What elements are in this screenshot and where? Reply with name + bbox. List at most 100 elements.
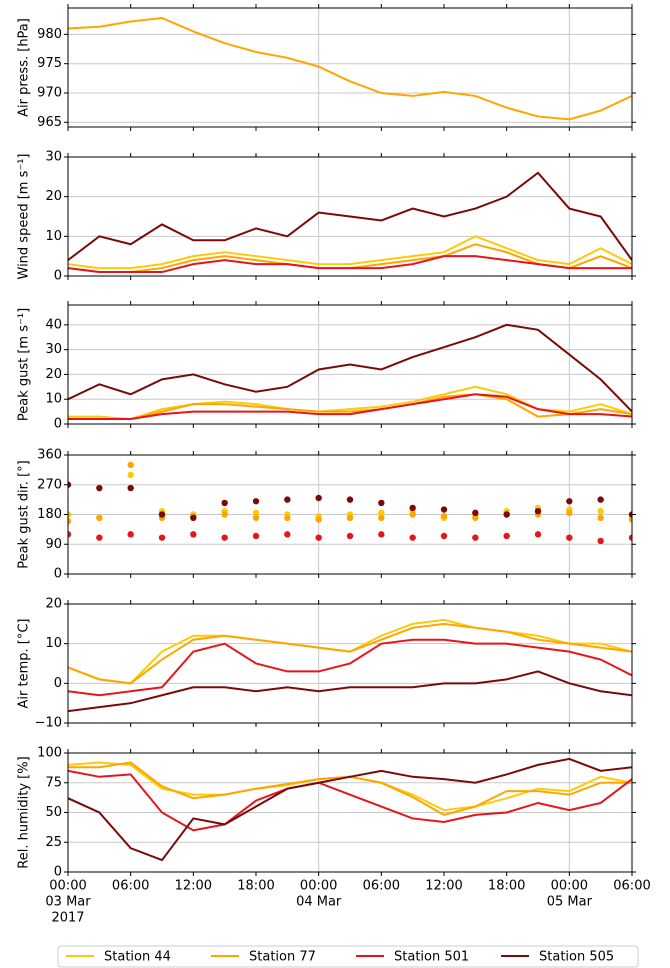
y-axis-label: Air press. [hPa] bbox=[17, 18, 32, 117]
line-series bbox=[68, 622, 632, 685]
legend-frame bbox=[57, 945, 639, 968]
point bbox=[503, 511, 510, 518]
y-tick-label: 980 bbox=[37, 27, 62, 42]
legend: Station 44 Station 77 Station 501 Station 5… bbox=[57, 945, 639, 968]
point bbox=[68, 517, 72, 525]
point bbox=[252, 498, 260, 505]
point bbox=[628, 516, 632, 523]
point bbox=[315, 516, 322, 523]
y-tick-label: 100 bbox=[37, 746, 62, 761]
plot-area bbox=[68, 323, 632, 421]
axes-frame bbox=[67, 603, 633, 724]
point bbox=[378, 499, 385, 507]
y-tick-label: 965 bbox=[37, 115, 62, 130]
point bbox=[472, 514, 479, 522]
point bbox=[628, 534, 632, 541]
point bbox=[440, 512, 448, 520]
point bbox=[378, 514, 385, 522]
point bbox=[566, 498, 573, 505]
point bbox=[96, 484, 103, 492]
y-tick-label: 20 bbox=[45, 367, 62, 382]
point bbox=[127, 471, 134, 479]
axes-frame bbox=[67, 156, 633, 277]
y-axis-label: Air temp. [°C] bbox=[17, 619, 32, 709]
legend-label: Station 505 bbox=[539, 950, 614, 965]
point bbox=[597, 507, 604, 515]
y-tick-label: 0 bbox=[54, 269, 62, 284]
point bbox=[127, 531, 134, 538]
y-tick-label: 0 bbox=[54, 865, 62, 880]
point bbox=[284, 531, 291, 538]
axes-frame bbox=[67, 304, 633, 425]
x-tick-label: 12:00 bbox=[175, 879, 212, 894]
y-axis-label: Wind speed [m s⁻¹] bbox=[17, 154, 32, 280]
point bbox=[96, 534, 103, 541]
point bbox=[597, 514, 604, 522]
x-tick-label: 12:00 bbox=[425, 879, 462, 894]
point bbox=[284, 496, 291, 503]
plot-area bbox=[68, 171, 632, 274]
y-tick-label: 970 bbox=[37, 86, 62, 101]
x-tick-label: 00:00 bbox=[300, 879, 337, 894]
point bbox=[440, 506, 448, 513]
y-tick-label: 25 bbox=[45, 835, 62, 850]
point bbox=[440, 532, 448, 540]
point bbox=[127, 484, 134, 492]
line-series bbox=[68, 757, 632, 862]
point bbox=[68, 511, 72, 518]
y-tick-label: 360 bbox=[37, 448, 62, 463]
y-axis-label: Rel. humidity [%] bbox=[17, 756, 32, 868]
point bbox=[534, 507, 542, 515]
y-tick-label: 20 bbox=[45, 597, 62, 612]
x-tick-label: 06:00 bbox=[363, 879, 400, 894]
point bbox=[534, 531, 542, 538]
plot-area bbox=[68, 757, 632, 862]
point bbox=[252, 509, 260, 517]
point bbox=[628, 511, 632, 518]
point bbox=[221, 534, 228, 541]
point bbox=[409, 511, 416, 518]
y-axis-label: Peak gust [m s⁻¹] bbox=[17, 308, 32, 421]
point bbox=[597, 496, 604, 503]
point bbox=[284, 514, 291, 522]
plot-area bbox=[68, 461, 632, 545]
line-series bbox=[68, 393, 632, 421]
point bbox=[472, 534, 479, 541]
point bbox=[252, 514, 260, 522]
y-tick-label: 10 bbox=[45, 636, 62, 651]
point bbox=[597, 537, 604, 545]
point bbox=[378, 531, 385, 538]
point bbox=[503, 532, 510, 540]
x-date-label: 03 Mar bbox=[45, 895, 91, 910]
y-tick-label: 0 bbox=[54, 676, 62, 691]
y-tick-label: 30 bbox=[45, 342, 62, 357]
line-series bbox=[68, 16, 632, 121]
y-tick-label: 0 bbox=[54, 567, 62, 582]
y-tick-label: 30 bbox=[45, 150, 62, 165]
plot-area bbox=[68, 618, 632, 713]
point bbox=[190, 514, 197, 522]
axes-frame bbox=[67, 7, 633, 128]
x-tick-label: 18:00 bbox=[488, 879, 525, 894]
line-series bbox=[68, 638, 632, 697]
point bbox=[68, 531, 72, 538]
point bbox=[158, 511, 166, 518]
y-axis-label: Peak gust dir. [°] bbox=[17, 460, 32, 568]
y-tick-label: 10 bbox=[45, 392, 62, 407]
point bbox=[221, 499, 228, 507]
point bbox=[252, 532, 260, 540]
x-tick-label: 00:00 bbox=[49, 879, 86, 894]
x-year-label: 2017 bbox=[51, 911, 84, 926]
line-series bbox=[68, 670, 632, 713]
axes-frame bbox=[67, 454, 633, 575]
line-series bbox=[68, 769, 632, 832]
line-series bbox=[68, 235, 632, 270]
line-series bbox=[68, 323, 632, 413]
y-tick-label: 0 bbox=[54, 417, 62, 432]
point bbox=[566, 534, 573, 541]
line-series bbox=[68, 393, 632, 421]
y-tick-label: 20 bbox=[45, 189, 62, 204]
legend-label: Station 501 bbox=[394, 950, 469, 965]
point bbox=[315, 534, 322, 541]
line-series bbox=[68, 171, 632, 261]
